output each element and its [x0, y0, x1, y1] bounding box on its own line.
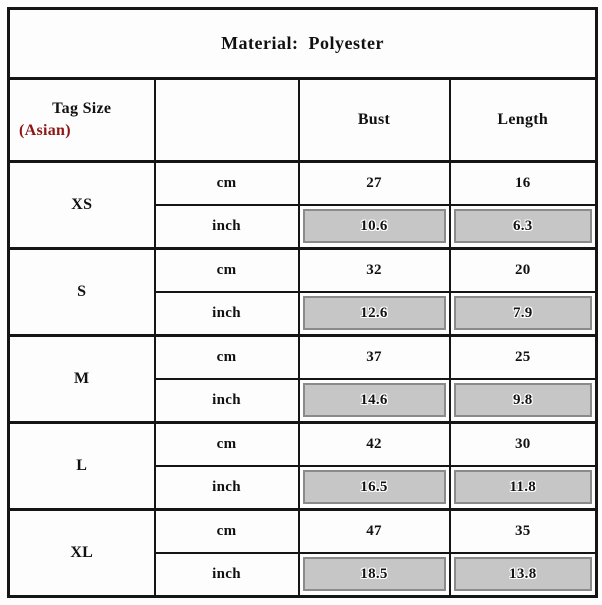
- size-label-m: M: [7, 334, 156, 424]
- bust-inch-cell: 16.5: [297, 464, 451, 511]
- highlighted-value: 11.8: [453, 470, 593, 505]
- unit-cell-inch: inch: [153, 203, 300, 250]
- size-label-xl: XL: [7, 508, 156, 598]
- tag-size-label: Tag Size: [52, 100, 112, 118]
- unit-cell-inch: inch: [153, 551, 300, 598]
- length-cm-value: 35: [448, 508, 598, 554]
- unit-cell-inch: inch: [153, 290, 300, 337]
- tag-size-header-cell: Tag Size (Asian): [7, 77, 156, 163]
- bust-cm-value: 42: [297, 421, 451, 467]
- length-cm-value: 25: [448, 334, 598, 380]
- unit-cell-cm: cm: [153, 334, 300, 380]
- bust-cm-value: 27: [297, 160, 451, 206]
- length-inch-cell: 13.8: [448, 551, 598, 598]
- unit-cell-cm: cm: [153, 421, 300, 467]
- unit-cell-cm: cm: [153, 247, 300, 293]
- length-inch-cell: 9.8: [448, 377, 598, 424]
- highlighted-value: 16.5: [302, 470, 446, 505]
- material-header-cell: Material: Polyester: [7, 7, 598, 80]
- bust-cm-value: 47: [297, 508, 451, 554]
- unit-header-cell: [153, 77, 300, 163]
- unit-cell-inch: inch: [153, 377, 300, 424]
- length-inch-cell: 7.9: [448, 290, 598, 337]
- unit-cell-cm: cm: [153, 508, 300, 554]
- bust-cm-value: 37: [297, 334, 451, 380]
- bust-header-cell: Bust: [297, 77, 451, 163]
- highlighted-value: 9.8: [453, 383, 593, 418]
- length-inch-cell: 11.8: [448, 464, 598, 511]
- bust-inch-cell: 18.5: [297, 551, 451, 598]
- bust-cm-value: 32: [297, 247, 451, 293]
- highlighted-value: 7.9: [453, 296, 593, 331]
- size-label-s: S: [7, 247, 156, 337]
- bust-inch-cell: 12.6: [297, 290, 451, 337]
- highlighted-value: 14.6: [302, 383, 446, 418]
- length-cm-value: 30: [448, 421, 598, 467]
- unit-cell-cm: cm: [153, 160, 300, 206]
- highlighted-value: 13.8: [453, 557, 593, 592]
- bust-inch-cell: 10.6: [297, 203, 451, 250]
- highlighted-value: 12.6: [302, 296, 446, 331]
- length-inch-cell: 6.3: [448, 203, 598, 250]
- size-label-l: L: [7, 421, 156, 511]
- highlighted-value: 18.5: [302, 557, 446, 592]
- bust-inch-cell: 14.6: [297, 377, 451, 424]
- length-cm-value: 16: [448, 160, 598, 206]
- highlighted-value: 6.3: [453, 209, 593, 244]
- size-label-xs: XS: [7, 160, 156, 250]
- highlighted-value: 10.6: [302, 209, 446, 244]
- unit-cell-inch: inch: [153, 464, 300, 511]
- length-cm-value: 20: [448, 247, 598, 293]
- asian-note-label: (Asian): [19, 122, 71, 139]
- size-chart-table: Material: Polyester Tag Size (Asian) Bus…: [7, 7, 599, 598]
- length-header-cell: Length: [448, 77, 598, 163]
